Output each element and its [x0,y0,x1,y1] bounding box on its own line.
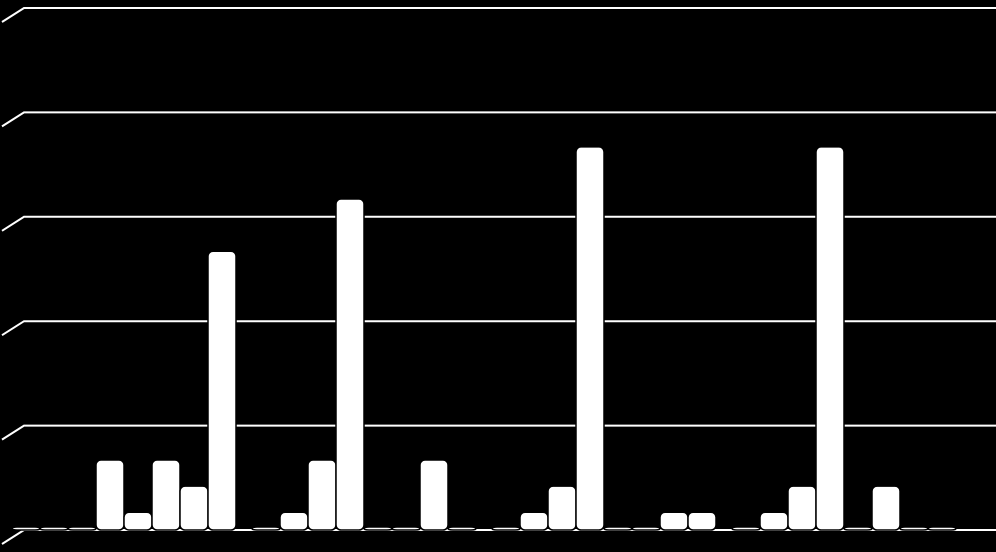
grid-line [1,7,996,23]
bar [659,511,689,531]
bar [787,485,817,531]
bar [179,485,209,531]
bar [11,526,41,531]
bar [519,511,549,531]
bar [731,526,761,531]
bar [447,526,477,531]
bar [899,526,929,531]
bar [363,526,393,531]
bar [307,459,337,531]
bar [927,526,957,531]
grid-line [1,111,996,128]
bar [39,526,69,531]
bar [603,526,633,531]
bar [547,485,577,531]
bar [335,198,365,531]
bar [843,526,873,531]
bar [491,526,521,531]
bar [871,485,901,531]
bar [279,511,309,531]
bar [575,146,605,531]
grid-line [1,320,996,337]
bar [687,511,717,531]
bar [251,526,281,531]
bar [391,526,421,531]
bar [123,511,153,531]
bar [67,526,97,531]
bar [95,459,125,531]
bar [151,459,181,531]
bar [759,511,789,531]
grid-line [1,424,996,441]
bar [815,146,845,531]
grid-line [1,215,996,232]
bar [207,250,237,531]
bar [419,459,449,531]
grid-line [1,529,996,545]
bar [631,526,661,531]
